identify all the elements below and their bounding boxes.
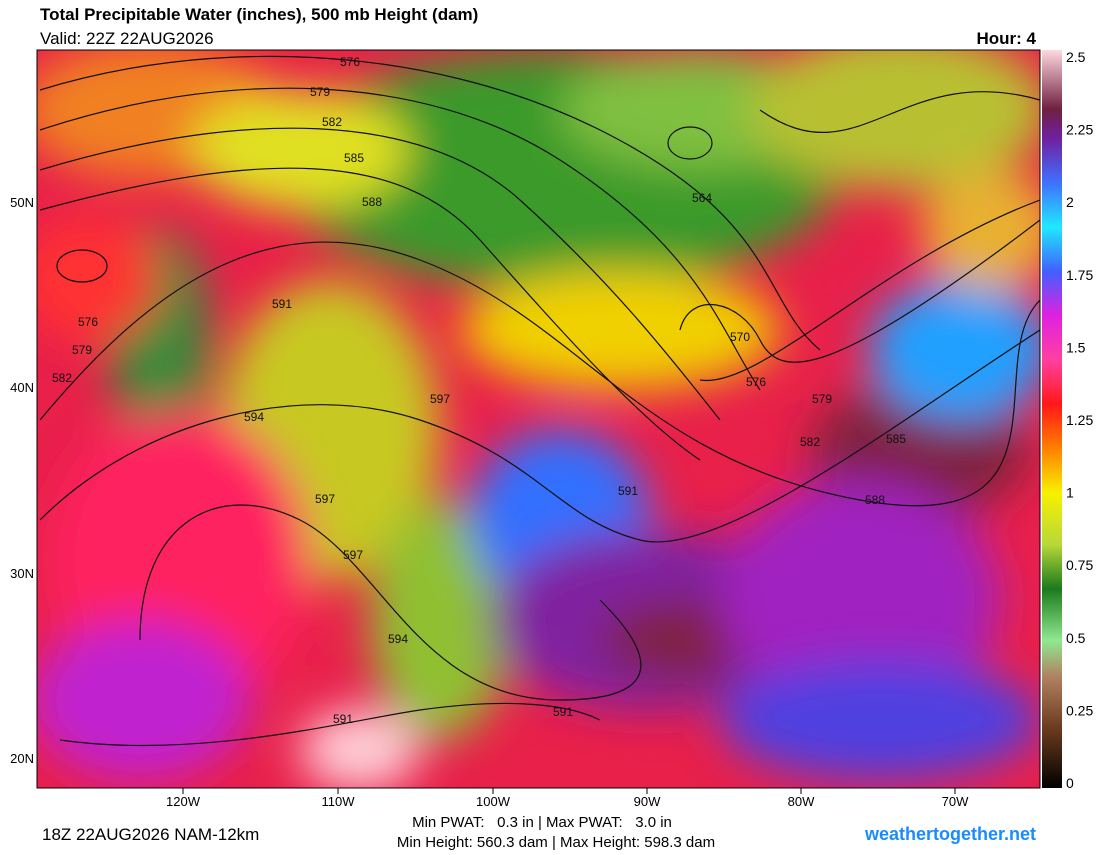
colorbar-label: 1 <box>1066 485 1074 501</box>
colorbar-label: 2.25 <box>1066 122 1093 138</box>
contour-label: 591 <box>553 705 573 719</box>
colorbar-label: 0.75 <box>1066 557 1093 573</box>
colorbar-label: 2.5 <box>1066 49 1086 65</box>
colorbar-label: 0.25 <box>1066 702 1093 718</box>
contour-label: 591 <box>272 297 292 311</box>
contour-label: 588 <box>865 493 885 507</box>
contour-label: 594 <box>388 632 408 646</box>
colorbar-label: 0.5 <box>1066 630 1086 646</box>
lon-label: 90W <box>634 794 661 809</box>
contour-label: 576 <box>340 55 360 69</box>
lon-label: 120W <box>166 794 201 809</box>
contour-label: 585 <box>344 151 364 165</box>
lat-label: 20N <box>10 751 34 766</box>
contour-label: 582 <box>52 371 72 385</box>
site-link: weathertogether.net <box>864 824 1036 844</box>
colorbar-label: 1.25 <box>1066 412 1093 428</box>
contour-label: 564 <box>692 191 712 205</box>
colorbar-label: 0 <box>1066 775 1074 791</box>
contour-label: 588 <box>362 195 382 209</box>
contour-label: 597 <box>430 392 450 406</box>
colorbar-label: 1.75 <box>1066 267 1093 283</box>
contour-label: 579 <box>72 343 92 357</box>
contour-label: 582 <box>800 435 820 449</box>
lon-label: 70W <box>942 794 969 809</box>
contour-label: 582 <box>322 115 342 129</box>
map-field <box>37 50 1040 788</box>
lat-label: 50N <box>10 195 34 210</box>
lat-label: 40N <box>10 380 34 395</box>
pwat-range: Min PWAT: 0.3 in | Max PWAT: 3.0 in <box>412 814 672 831</box>
lon-label: 80W <box>788 794 815 809</box>
contour-label: 585 <box>886 432 906 446</box>
map-frame <box>36 49 1041 789</box>
model-run: 18Z 22AUG2026 NAM-12km <box>42 825 259 844</box>
contour-label: 597 <box>343 548 363 562</box>
contour-label: 570 <box>730 330 750 344</box>
colorbar <box>1042 50 1062 788</box>
height-range: Min Height: 560.3 dam | Max Height: 598.… <box>397 834 715 850</box>
contours <box>39 55 1040 747</box>
valid-time: Valid: 22Z 22AUG2026 <box>40 29 214 48</box>
lat-label: 30N <box>10 566 34 581</box>
lon-label: 100W <box>476 794 511 809</box>
colorbar-label: 2 <box>1066 194 1074 210</box>
contour-label: 579 <box>812 392 832 406</box>
title: Total Precipitable Water (inches), 500 m… <box>40 5 478 24</box>
contour-label: 591 <box>618 484 638 498</box>
forecast-hour: Hour: 4 <box>977 29 1037 48</box>
contour-label: 591 <box>333 712 353 726</box>
contour-label: 579 <box>310 85 330 99</box>
contour-label: 576 <box>746 375 766 389</box>
colorbar-label: 1.5 <box>1066 339 1086 355</box>
contour-label: 576 <box>78 315 98 329</box>
contour-label: 594 <box>244 410 264 424</box>
contour-label: 597 <box>315 492 335 506</box>
lon-label: 110W <box>322 794 356 809</box>
